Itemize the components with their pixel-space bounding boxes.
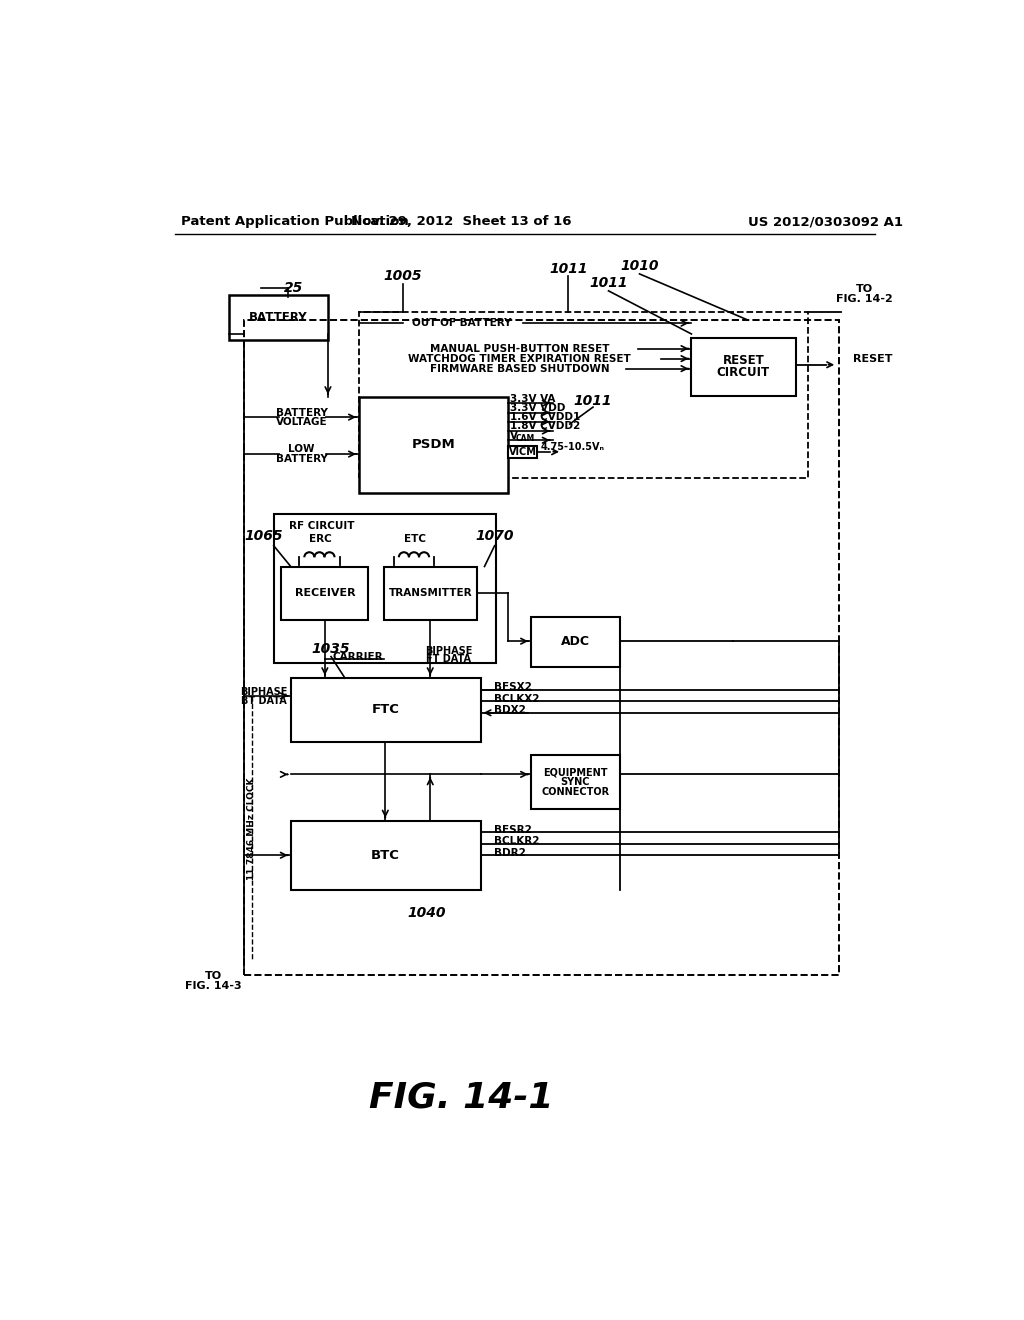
Text: V: V bbox=[510, 430, 518, 441]
Text: TO: TO bbox=[856, 284, 872, 294]
Text: RECEIVER: RECEIVER bbox=[295, 589, 355, 598]
Text: FIG. 14-2: FIG. 14-2 bbox=[836, 294, 893, 305]
Text: BCLKR2: BCLKR2 bbox=[494, 837, 540, 846]
Bar bbox=[384, 566, 477, 620]
Bar bbox=[508, 446, 538, 458]
Text: OUT OF BATTERY: OUT OF BATTERY bbox=[412, 318, 511, 329]
Text: 11.7846 MHz CLOCK: 11.7846 MHz CLOCK bbox=[248, 777, 256, 879]
Text: Patent Application Publication: Patent Application Publication bbox=[180, 215, 409, 228]
Text: FT DATA: FT DATA bbox=[426, 653, 471, 664]
Text: BATTERY: BATTERY bbox=[249, 312, 307, 325]
Bar bbox=[531, 616, 621, 667]
Text: FTC: FTC bbox=[372, 704, 399, 717]
Text: BFSR2: BFSR2 bbox=[494, 825, 531, 834]
Text: FIG. 14-1: FIG. 14-1 bbox=[369, 1081, 554, 1115]
Text: 1011: 1011 bbox=[573, 393, 612, 408]
Text: RF CIRCUIT: RF CIRCUIT bbox=[289, 520, 354, 531]
Text: LOW: LOW bbox=[289, 445, 314, 454]
Text: BIPHASE: BIPHASE bbox=[240, 686, 288, 697]
Text: 1005: 1005 bbox=[384, 269, 422, 284]
Text: TO: TO bbox=[205, 972, 222, 981]
Text: 1011: 1011 bbox=[549, 261, 588, 276]
Bar bbox=[531, 755, 621, 809]
Text: 1065: 1065 bbox=[245, 529, 283, 543]
Text: ETC: ETC bbox=[403, 533, 426, 544]
Text: FIG. 14-3: FIG. 14-3 bbox=[185, 981, 242, 991]
Bar bbox=[291, 821, 480, 890]
Text: BCLKX2: BCLKX2 bbox=[494, 694, 540, 704]
Text: 1040: 1040 bbox=[408, 906, 445, 920]
Text: 1010: 1010 bbox=[621, 259, 658, 273]
Bar bbox=[273, 513, 496, 663]
Text: BIPHASE: BIPHASE bbox=[425, 647, 472, 656]
Text: VOLTAGE: VOLTAGE bbox=[275, 417, 328, 426]
Text: ADC: ADC bbox=[561, 635, 590, 648]
Bar bbox=[245, 321, 840, 974]
Text: BFSX2: BFSX2 bbox=[494, 682, 531, 693]
Text: TRANSMITTER: TRANSMITTER bbox=[388, 589, 472, 598]
Text: BDX2: BDX2 bbox=[494, 705, 525, 715]
Text: 3.3V VA: 3.3V VA bbox=[510, 393, 555, 404]
Bar bbox=[359, 397, 508, 494]
Text: 4.75-10.5Vₙ: 4.75-10.5Vₙ bbox=[541, 442, 604, 453]
Text: ERC: ERC bbox=[309, 533, 332, 544]
Bar bbox=[359, 313, 809, 478]
Text: 3.3V VDD: 3.3V VDD bbox=[510, 403, 565, 413]
Text: MANUAL PUSH-BUTTON RESET: MANUAL PUSH-BUTTON RESET bbox=[430, 343, 609, 354]
Bar bbox=[691, 338, 796, 396]
Text: BATTERY: BATTERY bbox=[275, 454, 328, 463]
Text: CAM: CAM bbox=[515, 434, 535, 444]
Text: Nov. 29, 2012  Sheet 13 of 16: Nov. 29, 2012 Sheet 13 of 16 bbox=[351, 215, 571, 228]
Text: VICM: VICM bbox=[509, 446, 537, 457]
Text: CIRCUIT: CIRCUIT bbox=[717, 366, 770, 379]
Bar bbox=[291, 678, 480, 742]
Text: 1.6V CVDD1: 1.6V CVDD1 bbox=[510, 412, 581, 422]
Text: RESET: RESET bbox=[853, 354, 893, 364]
Text: 1011: 1011 bbox=[589, 276, 628, 290]
Text: 1070: 1070 bbox=[475, 529, 514, 543]
Text: BATTERY: BATTERY bbox=[275, 408, 328, 417]
Text: 1.8V CVDD2: 1.8V CVDD2 bbox=[510, 421, 581, 432]
Text: BDR2: BDR2 bbox=[494, 847, 525, 858]
Text: 1035: 1035 bbox=[311, 642, 350, 656]
Text: WATCHDOG TIMER EXPIRATION RESET: WATCHDOG TIMER EXPIRATION RESET bbox=[408, 354, 631, 363]
Bar bbox=[228, 296, 328, 341]
Text: PSDM: PSDM bbox=[412, 438, 456, 451]
Bar bbox=[282, 566, 369, 620]
Text: BT DATA: BT DATA bbox=[241, 696, 287, 706]
Text: BTC: BTC bbox=[371, 849, 399, 862]
Text: US 2012/0303092 A1: US 2012/0303092 A1 bbox=[748, 215, 903, 228]
Text: SYNC: SYNC bbox=[560, 777, 590, 787]
Text: CONNECTOR: CONNECTOR bbox=[541, 787, 609, 797]
Text: CARRIER: CARRIER bbox=[333, 652, 383, 663]
Text: RESET: RESET bbox=[723, 354, 764, 367]
Text: 25: 25 bbox=[284, 281, 303, 294]
Text: FIRMWARE BASED SHUTDOWN: FIRMWARE BASED SHUTDOWN bbox=[429, 363, 609, 374]
Text: EQUIPMENT: EQUIPMENT bbox=[543, 767, 607, 777]
